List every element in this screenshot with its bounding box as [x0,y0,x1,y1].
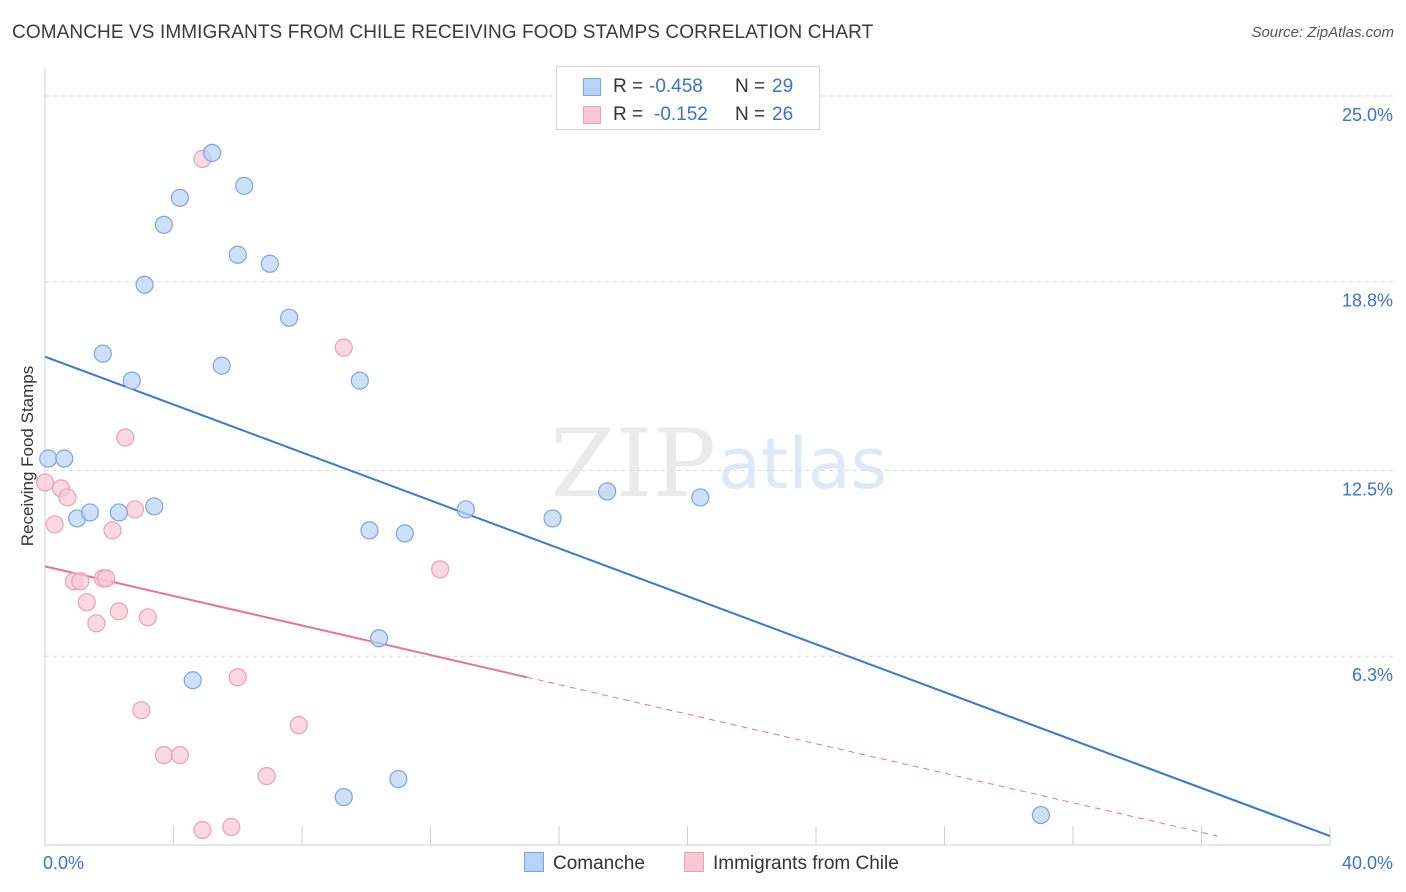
data-point-chile [125,500,145,519]
data-point-chile [289,716,308,735]
data-point-comanche [598,482,617,501]
legend-n-label: N = [735,76,766,97]
data-point-comanche [280,308,299,327]
data-point-chile [71,572,90,591]
legend-n-label: N = [735,104,766,125]
data-point-comanche [135,275,154,294]
trend-line-chile [44,565,528,679]
legend-row-comanche: R = -0.458 N = 29 [557,73,819,101]
data-point-chile [334,338,353,357]
data-point-chile [58,488,77,507]
legend-n-value: 29 [772,76,794,97]
data-point-comanche [145,497,164,516]
legend-item-comanche: Comanche [524,852,645,875]
data-point-chile [154,746,173,765]
x-tick-label: 0.0% [43,853,84,873]
data-point-comanche [212,356,231,375]
trend-line-chile-extension [526,676,1218,837]
data-point-comanche [122,371,141,390]
data-point-comanche [1031,805,1050,825]
data-point-chile [103,521,122,540]
data-point-chile [96,569,116,588]
y-tick-label: 18.8% [1342,291,1393,311]
y-tick-label: 25.0% [1342,105,1393,125]
data-point-chile [193,820,212,840]
legend-r-value: -0.152 [654,104,708,125]
data-point-comanche [170,188,190,207]
x-tick-label: 40.0% [1342,853,1393,873]
watermark-zip: ZIP [550,410,716,519]
data-point-comanche [334,787,353,807]
correlation-legend: R = -0.458 N = 29 R = -0.152 N = 26 [556,66,820,130]
source-note: Source: ZipAtlas.com [1251,24,1394,41]
data-point-chile [431,560,450,579]
legend-n-value: 26 [772,104,794,125]
data-point-chile [170,746,190,765]
data-point-chile [87,614,106,633]
data-point-comanche [183,671,202,690]
data-point-comanche [228,245,247,264]
y-tick-label: 12.5% [1342,479,1393,499]
watermark-atlas: atlas [718,423,887,505]
legend-label-chile: Immigrants from Chile [713,853,899,874]
trend-line-comanche [44,355,1331,837]
data-point-comanche [456,500,475,519]
legend-label-comanche: Comanche [553,853,645,874]
data-point-chile [222,817,241,837]
data-point-chile [228,668,247,687]
data-point-chile [35,473,55,492]
data-point-comanche [691,488,710,507]
data-point-comanche [80,503,100,522]
legend-swatch-comanche [583,78,601,96]
data-point-comanche [370,629,389,648]
data-point-comanche [202,143,222,163]
legend-row-chile: R = -0.152 N = 26 [557,101,819,129]
trend-lines [44,355,1331,837]
y-tick-label: 6.3% [1352,665,1393,685]
watermark: ZIP atlas [550,410,887,519]
data-point-comanche [93,344,112,363]
data-point-chile [132,701,151,720]
data-point-comanche [360,521,379,540]
data-point-comanche [235,176,254,195]
data-point-chile [77,593,96,612]
data-point-chile [116,428,135,447]
data-point-comanche [350,371,369,390]
data-point-comanche [109,503,128,522]
data-point-chile [45,515,64,534]
data-point-comanche [389,769,408,789]
data-point-chile [257,766,276,786]
legend-swatch-chile [684,852,704,872]
data-point-comanche [543,509,562,528]
legend-item-chile: Immigrants from Chile [684,852,899,875]
legend-r-label: R = [613,76,644,97]
data-point-chile [138,608,157,627]
data-point-comanche [55,449,74,468]
tick-labels: 6.3% 12.5% 18.8% 25.0% 0.0% 40.0% [43,105,1393,873]
data-point-comanche [260,254,279,273]
data-point-comanche [39,449,58,468]
data-point-comanche [395,524,414,543]
legend-swatch-chile [583,106,601,124]
chart-title: COMANCHE VS IMMIGRANTS FROM CHILE RECEIV… [12,22,874,43]
data-point-comanche [154,215,173,234]
data-points [35,143,1050,840]
legend-r-value: -0.458 [649,76,703,97]
series-legend: Comanche Immigrants from Chile [0,852,1406,878]
legend-r-label: R = [613,104,644,125]
legend-swatch-comanche [524,852,544,872]
data-point-chile [109,602,128,621]
